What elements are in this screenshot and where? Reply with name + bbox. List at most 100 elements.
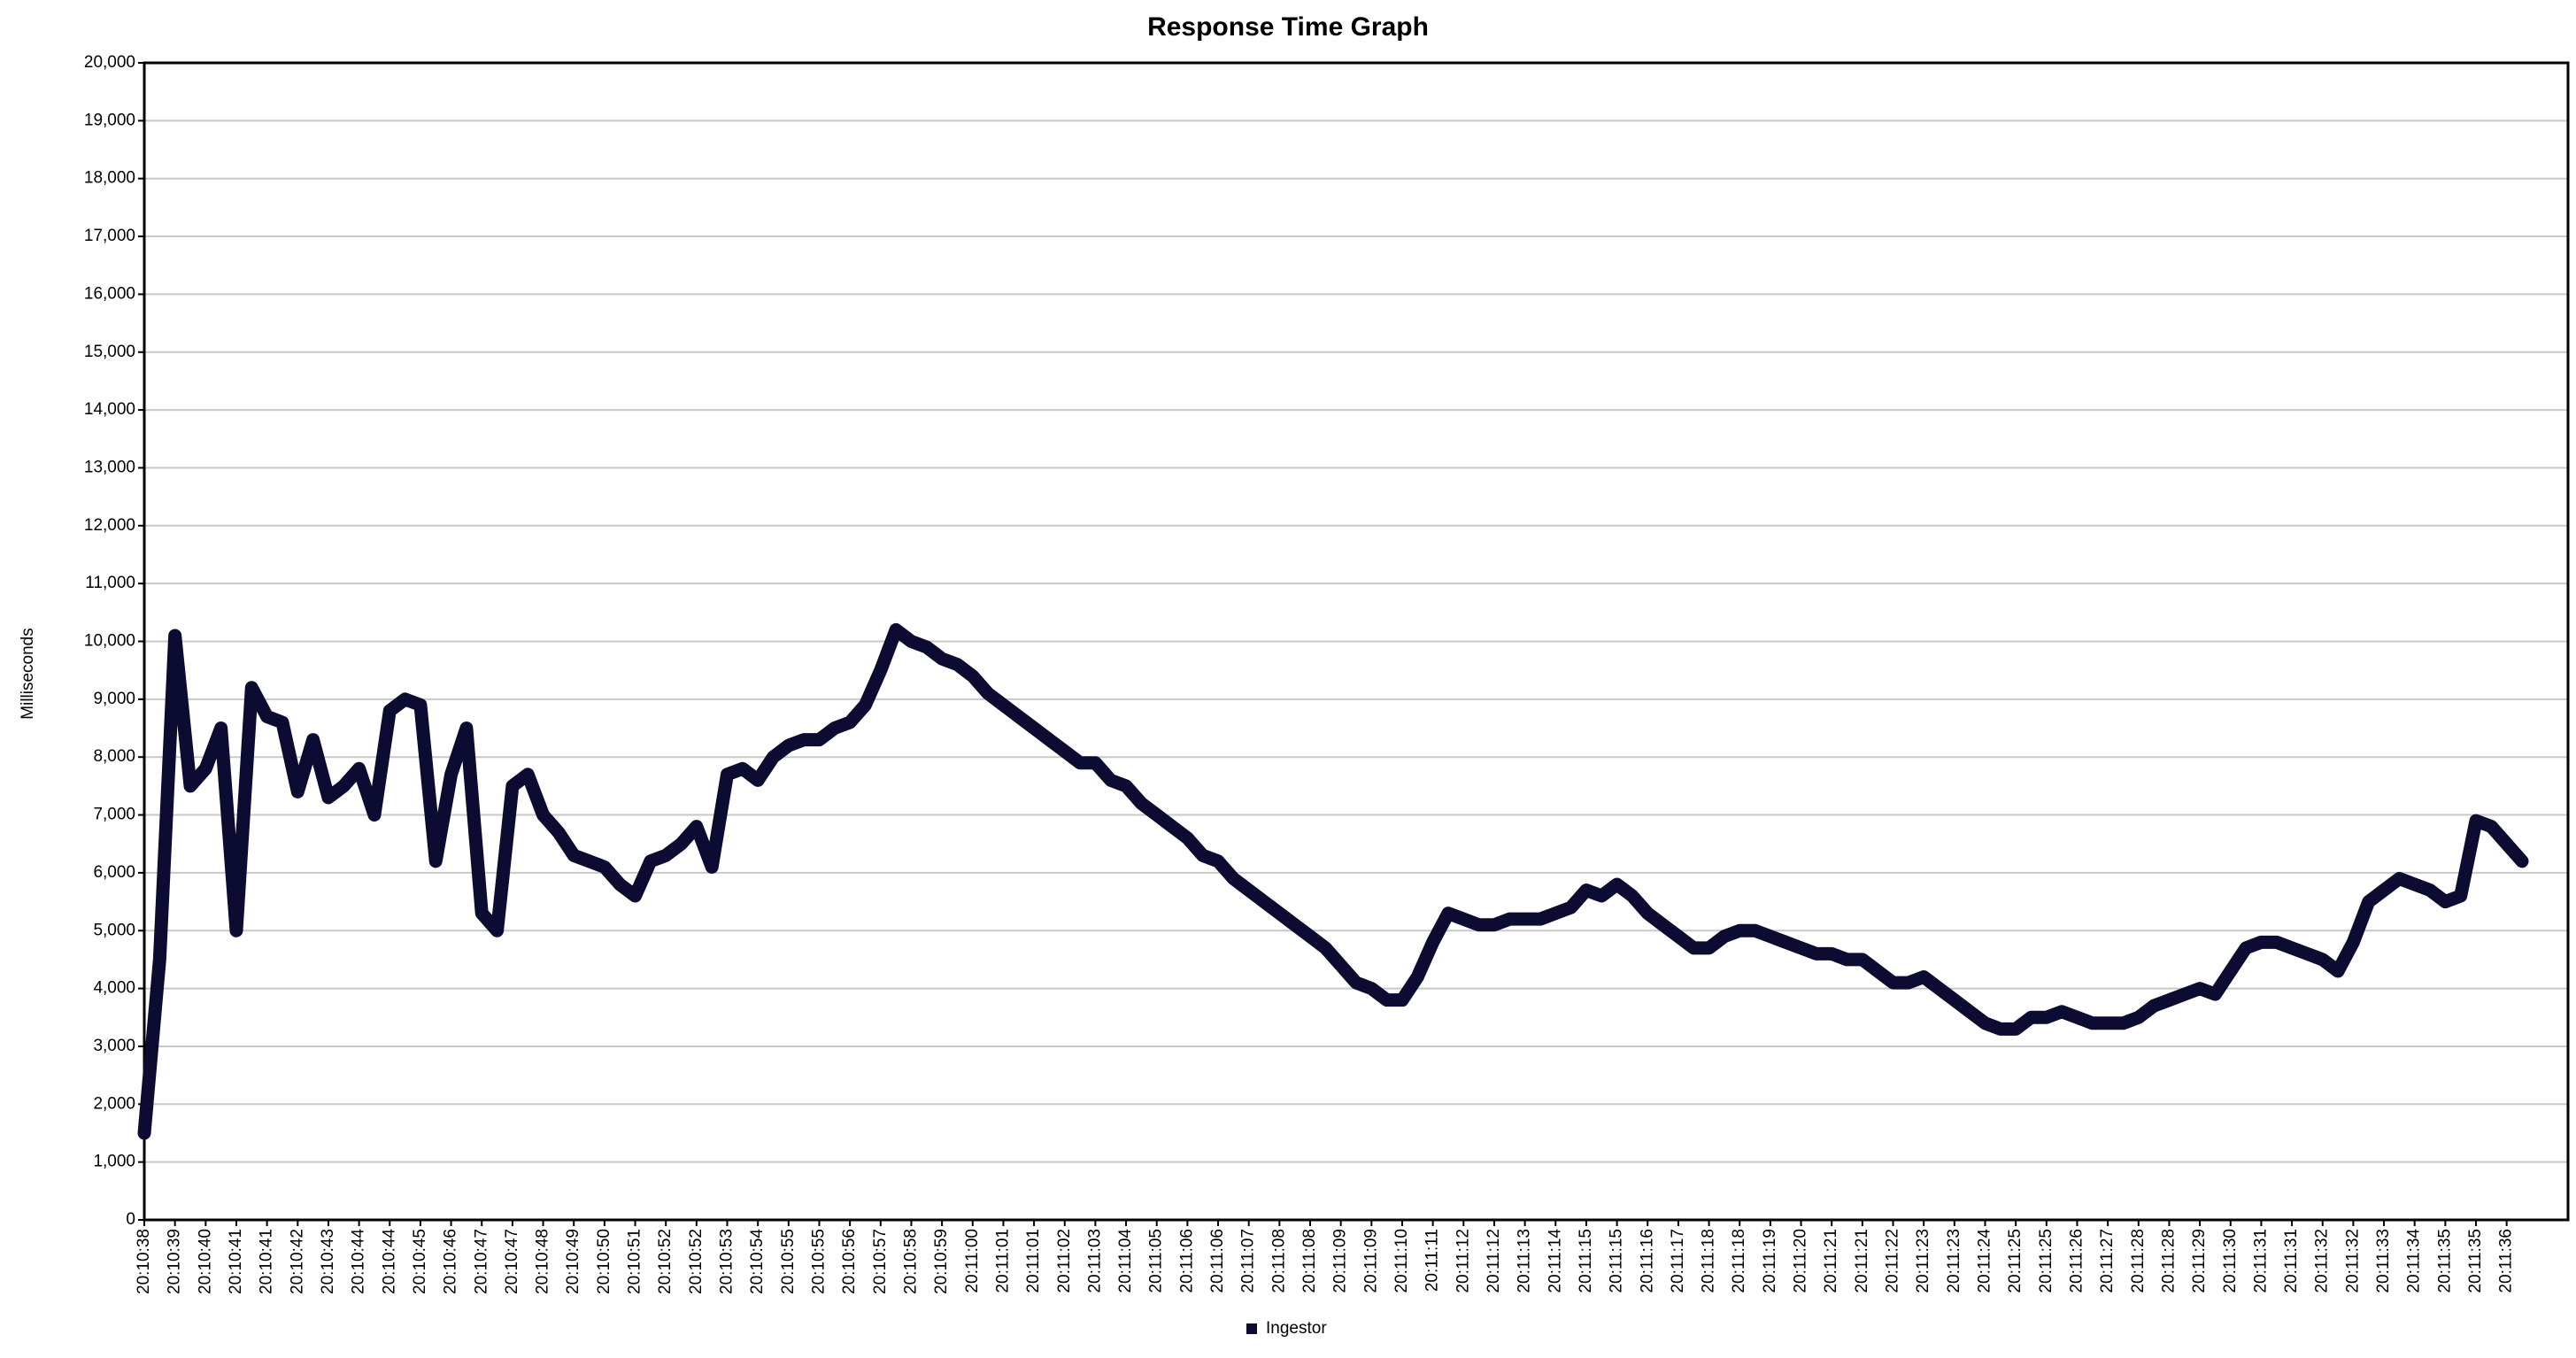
x-tick-label: 20:10:53 xyxy=(718,1229,737,1294)
x-tick-label: 20:11:09 xyxy=(1361,1229,1380,1293)
x-tick-label: 20:10:51 xyxy=(626,1229,644,1294)
x-tick-label: 20:10:59 xyxy=(932,1229,951,1294)
x-tick-label: 20:11:20 xyxy=(1792,1229,1810,1293)
x-tick-label: 20:11:12 xyxy=(1485,1229,1503,1293)
x-tick-label: 20:10:45 xyxy=(411,1229,429,1294)
x-tick-label: 20:11:06 xyxy=(1208,1229,1227,1293)
x-tick-label: 20:11:22 xyxy=(1884,1229,1902,1293)
x-tick-label: 20:11:16 xyxy=(1638,1229,1656,1293)
x-tick-label: 20:11:32 xyxy=(2313,1229,2332,1293)
x-tick-label: 20:11:15 xyxy=(1577,1229,1595,1293)
x-tick-label: 20:10:47 xyxy=(472,1229,490,1294)
x-tick-label: 20:10:48 xyxy=(534,1229,552,1294)
y-tick-label: 12,000 xyxy=(84,516,135,535)
x-tick-label: 20:10:41 xyxy=(227,1229,245,1294)
x-tick-label: 20:11:04 xyxy=(1116,1229,1135,1293)
y-tick-label: 15,000 xyxy=(84,343,135,361)
x-tick-label: 20:10:57 xyxy=(871,1229,890,1294)
x-tick-label: 20:11:14 xyxy=(1546,1229,1564,1293)
x-tick-label: 20:11:11 xyxy=(1423,1229,1442,1292)
y-tick-label: 10,000 xyxy=(84,632,135,651)
x-tick-label: 20:11:18 xyxy=(1700,1229,1718,1293)
x-tick-label: 20:10:47 xyxy=(503,1229,521,1294)
y-tick-label: 20,000 xyxy=(84,53,135,72)
y-tick-label: 3,000 xyxy=(93,1037,135,1055)
y-tick-label: 2,000 xyxy=(93,1094,135,1113)
x-tick-label: 20:11:26 xyxy=(2067,1229,2086,1293)
x-tick-label: 20:10:54 xyxy=(748,1229,767,1294)
x-tick-label: 20:11:03 xyxy=(1085,1229,1104,1293)
x-tick-label: 20:10:46 xyxy=(442,1229,460,1294)
y-tick-label: 1,000 xyxy=(93,1153,135,1171)
x-tick-label: 20:11:09 xyxy=(1331,1229,1350,1293)
x-tick-label: 20:11:35 xyxy=(2466,1229,2485,1293)
x-tick-label: 20:11:15 xyxy=(1608,1229,1626,1293)
x-tick-label: 20:11:31 xyxy=(2251,1229,2270,1293)
x-tick-label: 20:10:58 xyxy=(901,1229,920,1294)
x-tick-label: 20:11:17 xyxy=(1669,1229,1687,1293)
x-tick-label: 20:10:52 xyxy=(656,1229,675,1294)
y-tick-label: 19,000 xyxy=(84,111,135,129)
x-tick-label: 20:11:25 xyxy=(2006,1229,2025,1293)
x-tick-label: 20:11:06 xyxy=(1177,1229,1196,1293)
x-tick-label: 20:11:32 xyxy=(2343,1229,2362,1293)
x-tick-label: 20:11:28 xyxy=(2129,1229,2148,1293)
x-tick-label: 20:11:27 xyxy=(2098,1229,2117,1293)
x-tick-label: 20:11:10 xyxy=(1392,1229,1411,1293)
x-tick-label: 20:11:36 xyxy=(2497,1229,2516,1293)
x-tick-label: 20:11:31 xyxy=(2282,1229,2301,1293)
y-tick-label: 13,000 xyxy=(84,458,135,476)
y-tick-label: 9,000 xyxy=(93,690,135,708)
x-tick-label: 20:10:43 xyxy=(319,1229,337,1294)
x-tick-label: 20:11:35 xyxy=(2435,1229,2454,1293)
x-tick-label: 20:10:44 xyxy=(350,1229,368,1294)
y-axis-title: Milliseconds xyxy=(19,628,37,719)
x-tick-label: 20:11:28 xyxy=(2159,1229,2178,1293)
x-tick-label: 20:10:41 xyxy=(258,1229,276,1294)
x-tick-label: 20:11:33 xyxy=(2374,1229,2393,1293)
x-tick-label: 20:10:55 xyxy=(809,1229,828,1294)
x-tick-label: 20:11:21 xyxy=(1822,1229,1840,1293)
x-tick-label: 20:11:25 xyxy=(2037,1229,2055,1293)
y-tick-label: 17,000 xyxy=(84,227,135,245)
x-tick-label: 20:11:30 xyxy=(2221,1229,2240,1293)
chart-title: Response Time Graph xyxy=(1147,12,1429,42)
x-tick-label: 20:11:24 xyxy=(1976,1229,1994,1293)
y-tick-label: 8,000 xyxy=(93,747,135,766)
y-tick-label: 7,000 xyxy=(93,806,135,824)
legend-swatch xyxy=(1246,1323,1257,1334)
y-tick-label: 6,000 xyxy=(93,863,135,882)
x-tick-label: 20:10:44 xyxy=(380,1229,398,1294)
x-tick-label: 20:11:21 xyxy=(1853,1229,1871,1293)
x-tick-label: 20:11:19 xyxy=(1761,1229,1779,1293)
x-tick-label: 20:11:13 xyxy=(1516,1229,1534,1293)
x-tick-label: 20:10:49 xyxy=(564,1229,582,1294)
x-tick-label: 20:11:18 xyxy=(1730,1229,1748,1293)
y-tick-label: 16,000 xyxy=(84,284,135,303)
x-tick-label: 20:11:00 xyxy=(963,1229,982,1293)
x-tick-label: 20:11:23 xyxy=(1914,1229,1932,1293)
x-tick-label: 20:10:55 xyxy=(779,1229,798,1294)
y-tick-label: 11,000 xyxy=(85,574,135,592)
x-tick-label: 20:11:23 xyxy=(1945,1229,1963,1293)
x-tick-label: 20:10:40 xyxy=(196,1229,214,1294)
y-tick-label: 4,000 xyxy=(93,979,135,998)
x-tick-label: 20:11:01 xyxy=(1024,1229,1043,1293)
y-tick-label: 14,000 xyxy=(84,400,135,419)
y-tick-label: 5,000 xyxy=(93,921,135,939)
x-tick-label: 20:11:12 xyxy=(1454,1229,1472,1293)
x-tick-label: 20:11:01 xyxy=(993,1229,1012,1293)
x-tick-label: 20:11:34 xyxy=(2405,1229,2424,1293)
x-tick-label: 20:10:50 xyxy=(595,1229,613,1294)
x-tick-label: 20:10:39 xyxy=(166,1229,184,1294)
x-tick-label: 20:11:29 xyxy=(2190,1229,2209,1293)
x-tick-label: 20:10:52 xyxy=(687,1229,706,1294)
x-tick-label: 20:10:42 xyxy=(288,1229,306,1294)
x-tick-label: 20:11:05 xyxy=(1147,1229,1166,1293)
legend-label: Ingestor xyxy=(1266,1319,1327,1338)
y-tick-label: 0 xyxy=(126,1210,135,1229)
data-line xyxy=(137,622,2529,1140)
x-tick-label: 20:10:56 xyxy=(840,1229,859,1294)
